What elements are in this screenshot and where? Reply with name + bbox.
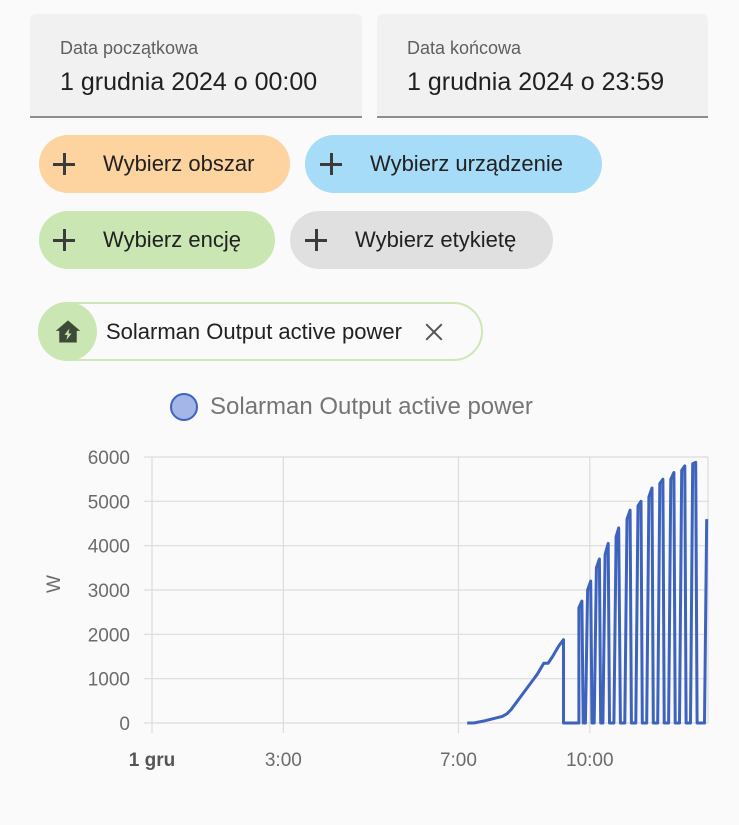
y-tick-label: 0 <box>119 714 130 735</box>
y-axis-ticks: 0 1000 2000 3000 4000 5000 6000 <box>88 448 130 735</box>
x-tick-label: 7:00 <box>440 750 477 771</box>
y-tick-label: 6000 <box>88 448 130 469</box>
start-date-value: 1 grudnia 2024 o 00:00 <box>60 68 318 96</box>
legend-entry: Solarman Output active power <box>210 393 533 420</box>
plus-icon <box>305 229 327 251</box>
series-line-output-power <box>467 460 709 725</box>
end-date-field[interactable]: Data końcowa 1 grudnia 2024 o 23:59 <box>377 14 708 118</box>
legend-swatch <box>170 393 198 421</box>
y-tick-label: 4000 <box>88 537 130 558</box>
x-tick-label: 10:00 <box>566 750 614 771</box>
home-lightning-icon <box>38 302 97 361</box>
choose-area-label: Wybierz obszar <box>103 151 255 176</box>
y-tick-label: 3000 <box>88 581 130 602</box>
choose-area-button[interactable]: Wybierz obszar <box>39 135 290 193</box>
choose-device-label: Wybierz urządzenie <box>370 151 563 176</box>
selected-entity-name: Solarman Output active power <box>106 318 402 344</box>
plus-icon <box>320 153 342 175</box>
end-date-label: Data końcowa <box>407 38 522 58</box>
selected-entity-chip: Solarman Output active power <box>38 302 483 361</box>
chart-legend[interactable]: Solarman Output active power <box>170 393 533 421</box>
y-tick-label: 5000 <box>88 492 130 513</box>
choose-device-button[interactable]: Wybierz urządzenie <box>305 135 602 193</box>
start-date-field[interactable]: Data początkowa 1 grudnia 2024 o 00:00 <box>30 14 362 118</box>
x-axis-ticks: 1 gru 3:00 7:00 10:00 <box>129 750 614 771</box>
remove-entity-icon[interactable] <box>424 322 444 342</box>
plus-icon <box>53 153 75 175</box>
x-tick-label: 3:00 <box>265 750 302 771</box>
x-tick-label: 1 gru <box>129 750 175 771</box>
chart-grid <box>144 456 709 733</box>
y-tick-label: 2000 <box>88 625 130 646</box>
choose-label-label: Wybierz etykietę <box>355 227 517 252</box>
choose-entity-label: Wybierz encję <box>103 227 241 252</box>
y-tick-label: 1000 <box>88 670 130 691</box>
y-axis-label: W <box>44 575 65 593</box>
choose-label-button[interactable]: Wybierz etykietę <box>290 211 553 269</box>
choose-entity-button[interactable]: Wybierz encję <box>39 211 275 269</box>
plus-icon <box>53 229 75 251</box>
end-date-value: 1 grudnia 2024 o 23:59 <box>407 68 665 96</box>
start-date-label: Data początkowa <box>60 38 199 58</box>
